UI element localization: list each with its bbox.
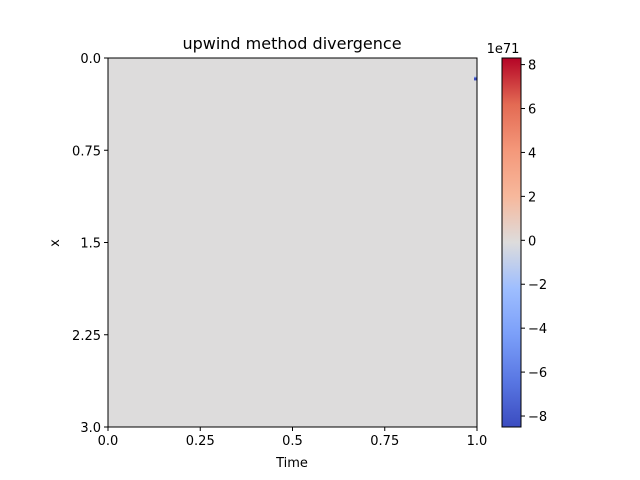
colorbar-tick-label: 4 <box>528 146 536 161</box>
x-tick-label: 0.0 <box>98 434 119 449</box>
y-tick-label: 1.5 <box>80 237 101 252</box>
colorbar-exponent-label: 1e71 <box>487 42 520 57</box>
x-tick-label: 0.75 <box>370 434 399 449</box>
x-axis-label: Time <box>275 456 308 471</box>
y-axis: 0.0 0.75 1.5 2.25 3.0 <box>72 52 108 436</box>
colorbar-tick-label: 2 <box>528 190 536 205</box>
colorbar-tick-label: 8 <box>528 59 536 74</box>
anomaly-cell <box>474 77 477 81</box>
x-axis: 0.0 0.25 0.5 0.75 1.0 <box>98 427 488 449</box>
colorbar-tick-label: 6 <box>528 103 536 118</box>
y-tick-label: 2.25 <box>72 329 101 344</box>
colorbar-tick-label: 0 <box>528 234 536 249</box>
anomaly-halo <box>474 76 477 78</box>
x-tick-label: 0.25 <box>186 434 215 449</box>
y-tick-label: 0.75 <box>72 144 101 159</box>
y-tick-label: 0.0 <box>80 52 101 67</box>
colorbar-tick-label: −4 <box>528 322 547 337</box>
y-tick-label: 3.0 <box>80 421 101 436</box>
colorbar <box>501 57 522 428</box>
x-tick-label: 0.5 <box>282 434 303 449</box>
heatmap-field <box>108 58 477 427</box>
x-tick-label: 1.0 <box>467 434 488 449</box>
colorbar-tick-label: −8 <box>528 410 547 425</box>
colorbar-tick-label: −6 <box>528 366 547 381</box>
anomaly-layer <box>474 76 477 81</box>
chart-title: upwind method divergence <box>182 34 401 53</box>
colorbar-tick-label: −2 <box>528 278 547 293</box>
y-axis-label: x <box>48 239 63 247</box>
colorbar-axis: −8 −6 −4 −2 0 2 4 6 8 <box>521 59 547 425</box>
